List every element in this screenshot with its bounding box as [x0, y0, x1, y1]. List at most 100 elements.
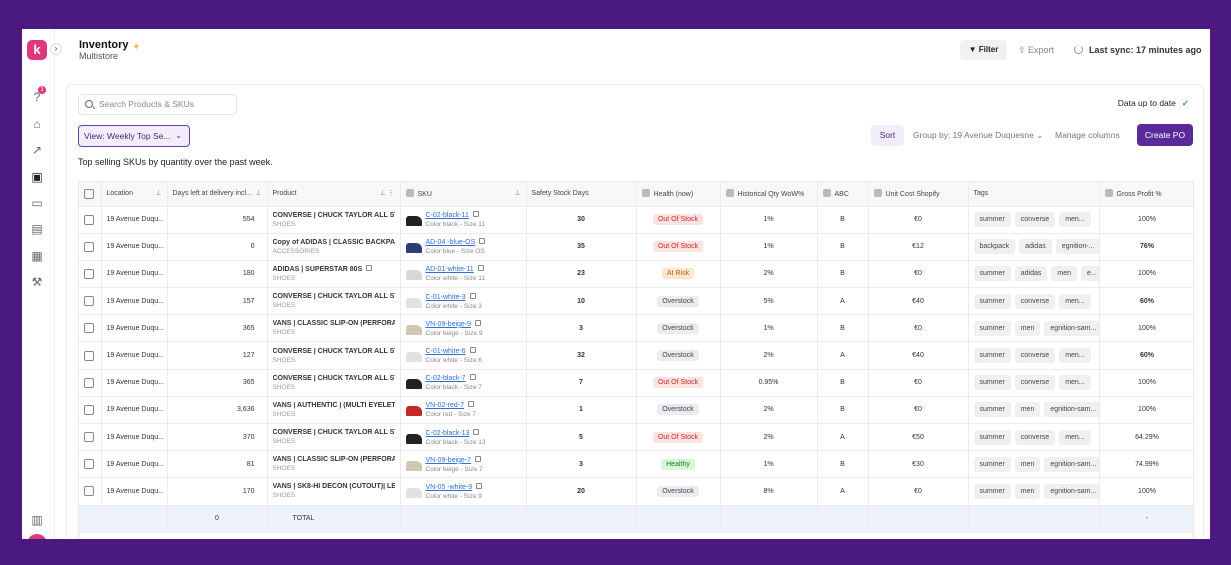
copy-icon[interactable]: [366, 265, 373, 272]
tools-icon[interactable]: ⚒: [31, 275, 43, 289]
column-type-icon: [822, 189, 831, 198]
sku-link[interactable]: AD-01-white-11: [406, 265, 521, 273]
row-checkbox[interactable]: [84, 404, 94, 415]
sku-link[interactable]: C-01-white-3: [406, 292, 521, 301]
gift-icon[interactable]: ▥: [31, 513, 43, 527]
group-by-selector[interactable]: Group by: 19 Avenue Duquesne ⌄: [913, 125, 1043, 146]
sku-link[interactable]: VN-09-beige-7: [406, 455, 521, 464]
row-checkbox[interactable]: [84, 323, 94, 334]
copy-icon[interactable]: [475, 455, 482, 462]
sku-link[interactable]: C-02-black-7: [406, 374, 521, 382]
row-checkbox[interactable]: [84, 377, 94, 388]
abc-cell: B: [817, 233, 869, 261]
copy-icon[interactable]: [468, 401, 475, 408]
sku-link[interactable]: VN-09-beige-9: [406, 319, 521, 328]
row-checkbox-cell: [79, 369, 102, 397]
column-header-health[interactable]: Health (now): [636, 182, 721, 207]
historical-wow-cell: 8%: [720, 477, 818, 506]
trend-icon[interactable]: ↗: [31, 143, 43, 157]
image-icon[interactable]: ▭: [31, 196, 43, 210]
column-header-days-left[interactable]: Days left at delivery incl... ⊥: [167, 182, 268, 207]
location-cell: 19 Avenue Duqu...: [101, 396, 168, 425]
expand-sidebar-icon[interactable]: ›: [50, 43, 62, 55]
table-row[interactable]: 19 Avenue Duqu... 554 CONVERSE | CHUCK TAY…: [79, 206, 1193, 234]
row-checkbox[interactable]: [84, 214, 94, 225]
row-checkbox[interactable]: [84, 459, 94, 470]
column-header-gross-profit[interactable]: Gross Profit %: [1099, 182, 1193, 207]
sku-link[interactable]: VN-02-red-7: [406, 401, 521, 409]
tag-chip: adidas: [1019, 239, 1052, 255]
column-header-sku[interactable]: SKU ⊥: [400, 182, 527, 207]
export-button[interactable]: ⇪ Export: [1018, 40, 1054, 60]
copy-icon[interactable]: [479, 238, 486, 245]
pin-icon[interactable]: ⊥: [255, 190, 262, 197]
days-left-cell: 0: [167, 233, 268, 261]
table-row[interactable]: 19 Avenue Duqu... 127 CONVERSE | CHUCK TAY…: [79, 341, 1193, 370]
row-checkbox[interactable]: [84, 296, 94, 307]
table-row[interactable]: 19 Avenue Duqu... 365 VANS | CLASSIC SLIP-…: [79, 314, 1193, 343]
table-row[interactable]: 19 Avenue Duqu... 365 CONVERSE | CHUCK TAY…: [79, 369, 1193, 397]
health-badge: Overstock: [657, 322, 699, 334]
more-icon[interactable]: ⊥ ⋮: [379, 190, 395, 197]
health-cell: Overstock: [636, 341, 721, 370]
document-icon[interactable]: ▤: [31, 222, 43, 236]
column-header-tags[interactable]: Tags: [968, 182, 1100, 207]
avatar[interactable]: [27, 534, 47, 539]
column-header-unit-cost[interactable]: Unit Cost Shopify: [868, 182, 969, 207]
manage-columns-button[interactable]: Manage columns: [1055, 130, 1120, 140]
copy-icon[interactable]: [473, 428, 480, 435]
table-row[interactable]: 19 Avenue Duqu... 0 Copy of ADIDAS | CLASS…: [79, 233, 1193, 261]
copy-icon[interactable]: [477, 265, 484, 272]
copy-icon[interactable]: [475, 319, 482, 326]
app-logo[interactable]: k: [27, 40, 47, 60]
row-checkbox[interactable]: [84, 350, 94, 361]
product-name: CONVERSE | CHUCK TAYLOR ALL STA: [272, 211, 395, 219]
pin-icon[interactable]: ⊥: [514, 190, 521, 197]
create-po-button[interactable]: Create PO: [1137, 124, 1193, 146]
copy-icon[interactable]: [469, 374, 476, 381]
row-checkbox[interactable]: [84, 486, 94, 497]
tag-chip: men...: [1059, 375, 1091, 391]
sku-link[interactable]: C-02-black-13: [406, 428, 521, 437]
sku-link[interactable]: C-02-black-11: [406, 211, 521, 219]
select-all-checkbox[interactable]: [79, 182, 102, 207]
sku-link[interactable]: C-01-white-6: [406, 347, 521, 355]
column-header-safety-stock[interactable]: Safety Stock Days: [526, 182, 637, 207]
tag-chip: summer: [973, 483, 1011, 499]
tag-chip: men: [1014, 483, 1041, 499]
column-label: Product: [272, 190, 297, 198]
table-row[interactable]: 19 Avenue Duqu... 157 CONVERSE | CHUCK TAY…: [79, 287, 1193, 316]
copy-icon[interactable]: [469, 347, 476, 354]
home-icon[interactable]: ⌂: [33, 117, 41, 131]
unit-cost-cell: €0: [868, 206, 969, 234]
sku-link[interactable]: VN-05 -white-9: [406, 482, 521, 491]
copy-icon[interactable]: [472, 211, 479, 218]
column-header-location[interactable]: Location ⊥: [101, 182, 168, 207]
filter-button[interactable]: ▼ Filter: [960, 40, 1007, 60]
table-row[interactable]: 19 Avenue Duqu... 3,636 VANS | AUTHENTIC |…: [79, 396, 1193, 425]
sku-link[interactable]: AD-04 -blue-OS: [406, 238, 521, 246]
box-icon[interactable]: ▦: [31, 249, 43, 263]
sort-button[interactable]: Sort: [871, 125, 904, 146]
table-row[interactable]: 19 Avenue Duqu... 170 VANS | SK8-HI DECON …: [79, 477, 1193, 506]
search-input[interactable]: Search Products & SKUs: [78, 94, 237, 115]
help-icon[interactable]: ?: [33, 90, 41, 104]
column-header-historical[interactable]: Historical Qty WoW%: [720, 182, 818, 207]
checkbox[interactable]: [84, 188, 94, 199]
pin-icon[interactable]: ⊥: [155, 190, 162, 197]
table-row[interactable]: 19 Avenue Duqu... 180 ADIDAS | SUPERSTAR 8…: [79, 260, 1193, 289]
column-header-product[interactable]: Product ⊥ ⋮: [267, 182, 401, 207]
copy-icon[interactable]: [469, 292, 476, 299]
table-row[interactable]: 19 Avenue Duqu... 370 CONVERSE | CHUCK TAY…: [79, 423, 1193, 452]
tag-chip: summer: [973, 402, 1011, 418]
row-checkbox[interactable]: [84, 432, 94, 443]
row-checkbox[interactable]: [84, 268, 94, 279]
basket-icon[interactable]: ▣: [31, 170, 43, 184]
copy-icon[interactable]: [476, 482, 483, 489]
view-selector[interactable]: View: Weekly Top Se... ⌄: [78, 125, 190, 147]
column-header-abc[interactable]: ABC: [817, 182, 869, 207]
table-row[interactable]: 19 Avenue Duqu... 81 VANS | CLASSIC SLIP-O…: [79, 450, 1193, 479]
product-name: Copy of ADIDAS | CLASSIC BACKPACK: [272, 238, 395, 246]
tag-chip: men...: [1059, 293, 1091, 309]
row-checkbox[interactable]: [84, 241, 94, 252]
